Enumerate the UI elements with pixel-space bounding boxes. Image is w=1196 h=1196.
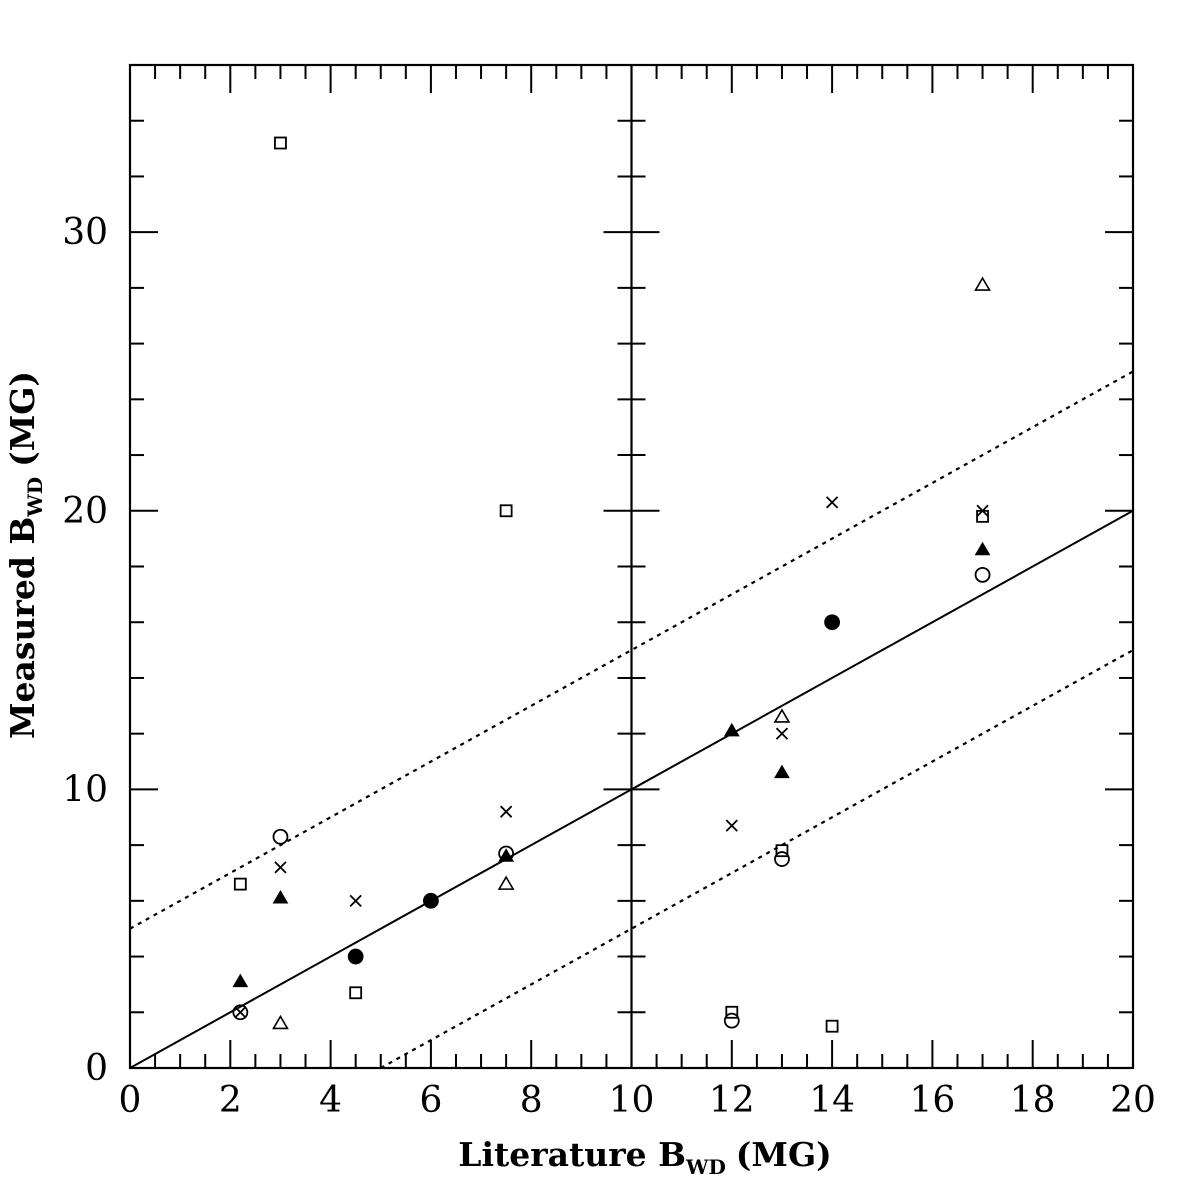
open-square-point xyxy=(775,844,789,858)
filled-triangle-point xyxy=(774,764,790,779)
open-triangle-point xyxy=(272,1014,289,1030)
y-axis-title: Measured BWD (MG) xyxy=(3,371,47,739)
y-axis-title-unit: (MG) xyxy=(3,371,42,467)
x-tick-label: 10 xyxy=(609,1080,655,1121)
x-tick-label: 14 xyxy=(809,1080,855,1121)
lower-bound-line xyxy=(380,649,1133,1068)
plot-frame xyxy=(128,63,1135,1070)
open-square-point xyxy=(725,1005,739,1019)
cross-point xyxy=(499,805,513,818)
filled-triangle-point xyxy=(723,722,740,737)
open-circle-point xyxy=(974,566,991,583)
open-square-point xyxy=(976,509,989,523)
cross-point xyxy=(274,861,287,874)
open-square-point xyxy=(274,136,287,150)
x-tick-label: 8 xyxy=(520,1080,543,1121)
data-points xyxy=(232,136,991,1033)
filled-circle-point xyxy=(825,615,840,630)
open-circle-point xyxy=(723,1012,740,1029)
filled-circle-point xyxy=(348,949,363,964)
open-circle-point xyxy=(774,851,790,867)
x-tick-label: 16 xyxy=(909,1080,955,1121)
filled-circle-point xyxy=(423,893,438,908)
open-triangle-point xyxy=(974,276,991,291)
y-tick-label: 0 xyxy=(85,1048,108,1089)
filled-triangle-point xyxy=(498,848,514,862)
open-square-point xyxy=(499,504,513,518)
filled-triangle-point xyxy=(974,541,991,556)
x-tick-label: 12 xyxy=(709,1080,755,1121)
open-circle-point xyxy=(232,1004,249,1021)
y-tick-label: 30 xyxy=(62,212,108,253)
x-axis-title-main: Literature B xyxy=(458,1135,686,1174)
cross-point xyxy=(976,504,989,517)
upper-bound-line xyxy=(130,370,1133,930)
cross-point xyxy=(825,496,839,509)
tick-labels: 0 2 4 6 8 10 12 14 16 18 20 0 10 20 30 xyxy=(62,212,1156,1121)
y-tick-label: 10 xyxy=(62,769,108,810)
cross-point xyxy=(349,894,362,907)
cross-point xyxy=(234,1006,247,1019)
x-axis-title-unit: (MG) xyxy=(736,1135,832,1174)
filled-triangle-point xyxy=(272,890,289,904)
open-square-point xyxy=(349,986,363,1000)
x-tick-label: 4 xyxy=(319,1080,342,1121)
filled-triangle-point xyxy=(232,973,249,988)
x-tick-label: 2 xyxy=(219,1080,242,1121)
open-square-point xyxy=(825,1019,839,1033)
x-axis-title: Literature BWD (MG) xyxy=(458,1135,832,1179)
cross-point xyxy=(725,819,738,832)
open-triangle-point xyxy=(497,875,515,890)
y-tick-label: 20 xyxy=(62,491,108,532)
y-axis-title-main: Measured B xyxy=(3,517,42,739)
x-tick-label: 0 xyxy=(119,1080,142,1121)
x-axis-title-sub: WD xyxy=(685,1155,726,1179)
open-triangle-point xyxy=(773,708,791,723)
x-tick-label: 20 xyxy=(1110,1080,1156,1121)
y-axis-title-sub: WD xyxy=(23,477,47,518)
cross-point xyxy=(775,727,789,740)
x-tick-label: 18 xyxy=(1010,1080,1056,1121)
open-square-point xyxy=(233,877,247,891)
x-tick-label: 6 xyxy=(419,1080,442,1121)
open-circle-point xyxy=(272,828,289,845)
